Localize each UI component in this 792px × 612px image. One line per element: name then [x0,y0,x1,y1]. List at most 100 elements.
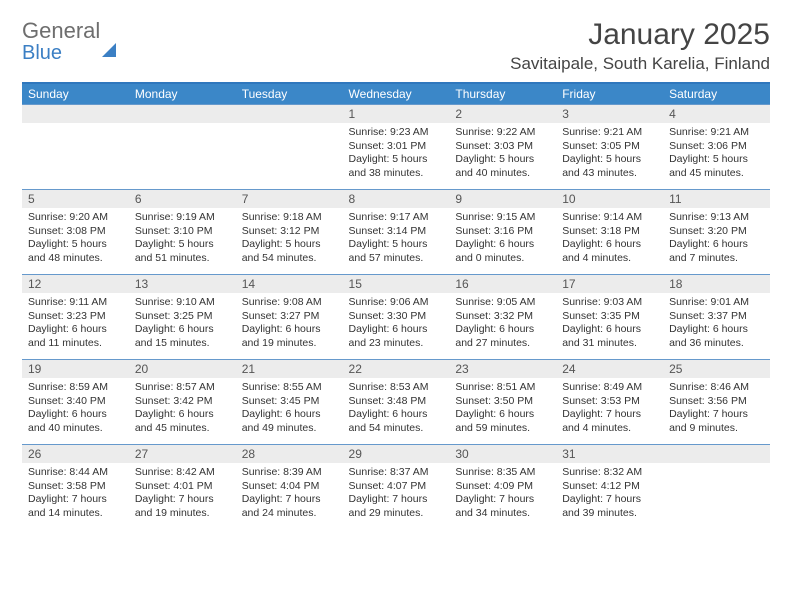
calendar-cell: 24Sunrise: 8:49 AMSunset: 3:53 PMDayligh… [556,360,663,445]
day-number: 10 [556,190,663,208]
day-number: 4 [663,105,770,123]
day-details: Sunrise: 9:08 AMSunset: 3:27 PMDaylight:… [236,293,343,355]
day-number: 25 [663,360,770,378]
calendar-head: SundayMondayTuesdayWednesdayThursdayFrid… [22,84,770,105]
day-details: Sunrise: 8:44 AMSunset: 3:58 PMDaylight:… [22,463,129,525]
day-details: Sunrise: 9:15 AMSunset: 3:16 PMDaylight:… [449,208,556,270]
day-details: Sunrise: 9:10 AMSunset: 3:25 PMDaylight:… [129,293,236,355]
calendar-cell: 2Sunrise: 9:22 AMSunset: 3:03 PMDaylight… [449,105,556,190]
calendar-cell: 29Sunrise: 8:37 AMSunset: 4:07 PMDayligh… [343,445,450,530]
day-details: Sunrise: 9:21 AMSunset: 3:06 PMDaylight:… [663,123,770,185]
weekday-header: Friday [556,84,663,105]
calendar-cell: 13Sunrise: 9:10 AMSunset: 3:25 PMDayligh… [129,275,236,360]
location-text: Savitaipale, South Karelia, Finland [510,54,770,74]
calendar-week-row: 5Sunrise: 9:20 AMSunset: 3:08 PMDaylight… [22,190,770,275]
calendar-cell: 28Sunrise: 8:39 AMSunset: 4:04 PMDayligh… [236,445,343,530]
weekday-header: Tuesday [236,84,343,105]
calendar-cell: 21Sunrise: 8:55 AMSunset: 3:45 PMDayligh… [236,360,343,445]
brand-logo: General Blue [22,18,116,65]
calendar-week-row: 26Sunrise: 8:44 AMSunset: 3:58 PMDayligh… [22,445,770,530]
day-details: Sunrise: 9:01 AMSunset: 3:37 PMDaylight:… [663,293,770,355]
day-number: 13 [129,275,236,293]
day-number: 8 [343,190,450,208]
day-number: 26 [22,445,129,463]
day-details: Sunrise: 9:18 AMSunset: 3:12 PMDaylight:… [236,208,343,270]
day-details: Sunrise: 8:59 AMSunset: 3:40 PMDaylight:… [22,378,129,440]
calendar-cell: 9Sunrise: 9:15 AMSunset: 3:16 PMDaylight… [449,190,556,275]
logo-text: General Blue [22,18,116,65]
calendar-cell: 6Sunrise: 9:19 AMSunset: 3:10 PMDaylight… [129,190,236,275]
day-details: Sunrise: 9:17 AMSunset: 3:14 PMDaylight:… [343,208,450,270]
calendar-cell: 23Sunrise: 8:51 AMSunset: 3:50 PMDayligh… [449,360,556,445]
day-details: Sunrise: 9:20 AMSunset: 3:08 PMDaylight:… [22,208,129,270]
day-number-empty [236,105,343,123]
day-number: 11 [663,190,770,208]
calendar-cell: 3Sunrise: 9:21 AMSunset: 3:05 PMDaylight… [556,105,663,190]
calendar-cell: 20Sunrise: 8:57 AMSunset: 3:42 PMDayligh… [129,360,236,445]
day-details: Sunrise: 9:06 AMSunset: 3:30 PMDaylight:… [343,293,450,355]
day-number: 24 [556,360,663,378]
calendar-cell: 18Sunrise: 9:01 AMSunset: 3:37 PMDayligh… [663,275,770,360]
calendar-week-row: 12Sunrise: 9:11 AMSunset: 3:23 PMDayligh… [22,275,770,360]
calendar-cell: 22Sunrise: 8:53 AMSunset: 3:48 PMDayligh… [343,360,450,445]
day-number: 6 [129,190,236,208]
calendar-week-row: 19Sunrise: 8:59 AMSunset: 3:40 PMDayligh… [22,360,770,445]
calendar-cell: 12Sunrise: 9:11 AMSunset: 3:23 PMDayligh… [22,275,129,360]
day-details: Sunrise: 9:05 AMSunset: 3:32 PMDaylight:… [449,293,556,355]
day-number: 21 [236,360,343,378]
day-number: 3 [556,105,663,123]
day-number: 18 [663,275,770,293]
calendar-week-row: 1Sunrise: 9:23 AMSunset: 3:01 PMDaylight… [22,105,770,190]
day-details: Sunrise: 9:14 AMSunset: 3:18 PMDaylight:… [556,208,663,270]
day-number: 23 [449,360,556,378]
day-number: 16 [449,275,556,293]
logo-triangle-icon [102,18,116,57]
calendar-cell: 26Sunrise: 8:44 AMSunset: 3:58 PMDayligh… [22,445,129,530]
day-details: Sunrise: 9:21 AMSunset: 3:05 PMDaylight:… [556,123,663,185]
calendar-cell: 8Sunrise: 9:17 AMSunset: 3:14 PMDaylight… [343,190,450,275]
day-details: Sunrise: 9:11 AMSunset: 3:23 PMDaylight:… [22,293,129,355]
calendar-cell: 16Sunrise: 9:05 AMSunset: 3:32 PMDayligh… [449,275,556,360]
day-details: Sunrise: 8:51 AMSunset: 3:50 PMDaylight:… [449,378,556,440]
calendar-cell: 17Sunrise: 9:03 AMSunset: 3:35 PMDayligh… [556,275,663,360]
day-number: 7 [236,190,343,208]
calendar-cell: 31Sunrise: 8:32 AMSunset: 4:12 PMDayligh… [556,445,663,530]
day-number: 15 [343,275,450,293]
weekday-header: Thursday [449,84,556,105]
day-details: Sunrise: 8:49 AMSunset: 3:53 PMDaylight:… [556,378,663,440]
day-number: 20 [129,360,236,378]
day-details: Sunrise: 8:35 AMSunset: 4:09 PMDaylight:… [449,463,556,525]
month-title: January 2025 [510,18,770,52]
calendar-cell: 5Sunrise: 9:20 AMSunset: 3:08 PMDaylight… [22,190,129,275]
day-number: 27 [129,445,236,463]
day-number: 17 [556,275,663,293]
day-number-empty [129,105,236,123]
day-details: Sunrise: 9:13 AMSunset: 3:20 PMDaylight:… [663,208,770,270]
calendar-cell: 30Sunrise: 8:35 AMSunset: 4:09 PMDayligh… [449,445,556,530]
calendar-cell: 14Sunrise: 9:08 AMSunset: 3:27 PMDayligh… [236,275,343,360]
day-details: Sunrise: 8:57 AMSunset: 3:42 PMDaylight:… [129,378,236,440]
day-number: 14 [236,275,343,293]
day-number-empty [663,445,770,463]
calendar-table: SundayMondayTuesdayWednesdayThursdayFrid… [22,84,770,529]
calendar-cell [236,105,343,190]
weekday-header: Saturday [663,84,770,105]
calendar-cell: 11Sunrise: 9:13 AMSunset: 3:20 PMDayligh… [663,190,770,275]
calendar-cell: 25Sunrise: 8:46 AMSunset: 3:56 PMDayligh… [663,360,770,445]
day-details: Sunrise: 8:55 AMSunset: 3:45 PMDaylight:… [236,378,343,440]
day-number: 29 [343,445,450,463]
day-details: Sunrise: 8:42 AMSunset: 4:01 PMDaylight:… [129,463,236,525]
calendar-cell: 7Sunrise: 9:18 AMSunset: 3:12 PMDaylight… [236,190,343,275]
calendar-cell: 15Sunrise: 9:06 AMSunset: 3:30 PMDayligh… [343,275,450,360]
day-number: 1 [343,105,450,123]
day-details: Sunrise: 9:23 AMSunset: 3:01 PMDaylight:… [343,123,450,185]
day-details: Sunrise: 8:32 AMSunset: 4:12 PMDaylight:… [556,463,663,525]
weekday-header-row: SundayMondayTuesdayWednesdayThursdayFrid… [22,84,770,105]
weekday-header: Monday [129,84,236,105]
calendar-cell: 4Sunrise: 9:21 AMSunset: 3:06 PMDaylight… [663,105,770,190]
day-details: Sunrise: 8:37 AMSunset: 4:07 PMDaylight:… [343,463,450,525]
calendar-wrap: SundayMondayTuesdayWednesdayThursdayFrid… [22,82,770,529]
calendar-cell: 27Sunrise: 8:42 AMSunset: 4:01 PMDayligh… [129,445,236,530]
day-number: 22 [343,360,450,378]
calendar-body: 1Sunrise: 9:23 AMSunset: 3:01 PMDaylight… [22,105,770,530]
